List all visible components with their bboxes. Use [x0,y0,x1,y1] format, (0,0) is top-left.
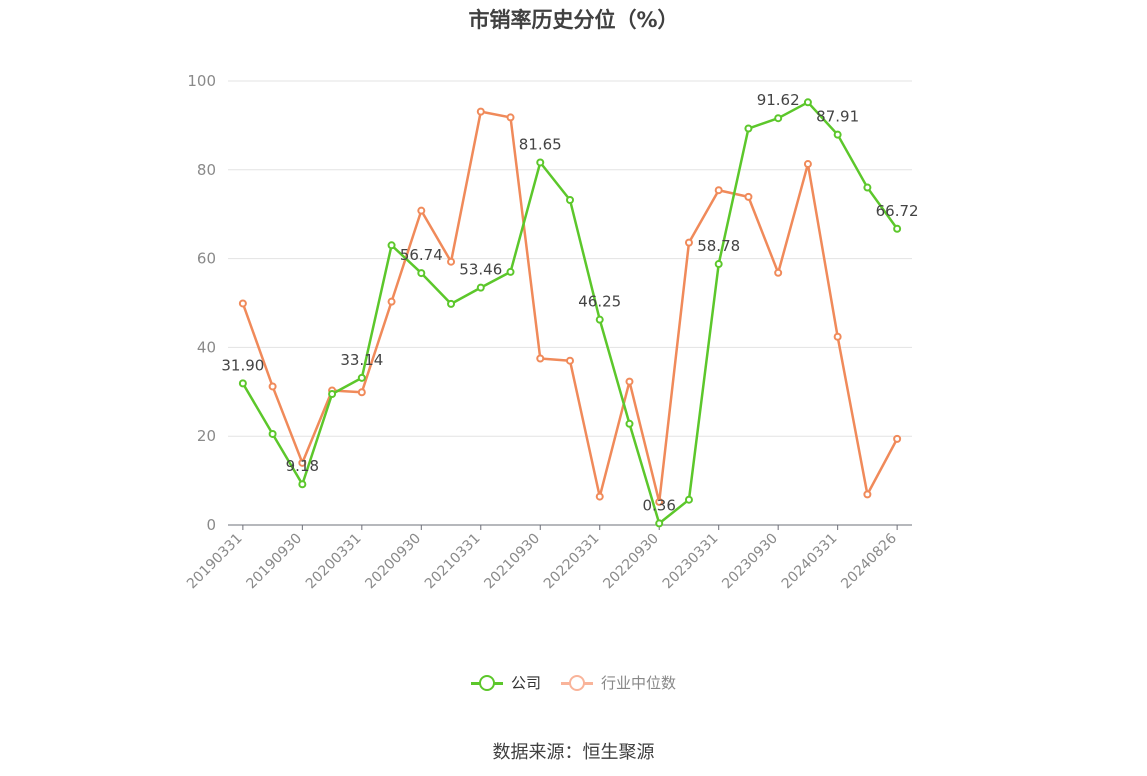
data-point-company [328,390,337,399]
data-label: 91.62 [757,91,800,109]
data-label: 0.36 [643,496,676,514]
data-label: 9.18 [286,457,319,475]
data-point-company [536,158,545,167]
data-point-company [357,373,366,382]
x-tick-label: 20230930 [719,531,781,593]
data-label: 33.14 [340,351,383,369]
data-point-company [655,519,664,528]
y-tick-label: 60 [197,250,216,268]
data-point-industry-median [893,434,902,443]
data-point-industry-median [714,186,723,195]
x-tick-label: 20230331 [660,531,722,593]
data-point-company [298,480,307,489]
legend-label-industry-median: 行业中位数 [601,674,677,692]
chart-legend: 公司 行业中位数 [0,672,1147,693]
data-point-industry-median [417,206,426,215]
data-point-industry-median [803,160,812,169]
data-label: 58.78 [697,237,740,255]
data-label: 53.46 [459,261,502,279]
x-tick-label: 20220331 [541,531,603,593]
y-tick-label: 20 [197,427,216,445]
data-point-industry-median [268,382,277,391]
data-point-industry-median [625,377,634,386]
data-point-company [625,419,634,428]
y-tick-label: 100 [187,72,216,90]
x-tick-label: 20220930 [600,531,662,593]
legend-marker-company [470,674,503,691]
data-point-industry-median [595,492,604,501]
data-label: 46.25 [578,293,621,311]
data-point-company [238,379,247,388]
x-tick-label: 20240331 [779,531,841,593]
legend-marker-industry-median [561,674,593,691]
data-point-industry-median [476,107,485,116]
data-label: 66.72 [876,202,919,220]
x-tick-label: 20190930 [243,531,305,593]
data-point-company [893,224,902,233]
x-tick-label: 20200331 [303,531,365,593]
data-source: 数据来源：恒生聚源 [492,742,655,763]
data-point-industry-median [566,356,574,365]
data-point-industry-median [298,458,307,467]
data-point-industry-median [387,297,396,306]
data-point-company [744,124,753,133]
legend-item-industry-median[interactable]: 行业中位数 [561,672,676,693]
data-point-industry-median [447,257,456,266]
data-point-company [506,267,515,276]
x-tick-label: 20200930 [362,531,424,593]
data-point-industry-median [774,268,783,277]
data-point-industry-median [655,497,664,506]
data-label: 31.90 [221,356,264,374]
x-tick-label: 20210930 [481,531,543,593]
x-tick-label: 20240826 [838,530,900,592]
data-point-industry-median [357,388,366,397]
data-point-company [595,315,604,324]
y-tick-label: 40 [197,338,216,356]
series-line-company [241,101,899,525]
data-point-company [833,130,842,139]
data-point-company [803,98,812,107]
data-point-company [566,195,574,204]
data-point-company [774,114,783,123]
x-tick-label: 20210331 [422,531,484,593]
y-tick-label: 80 [197,161,216,179]
data-point-company [714,260,723,269]
data-point-company [476,283,485,292]
data-point-industry-median [506,113,515,122]
legend-label-company: 公司 [510,674,541,692]
data-label: 87.91 [816,108,859,126]
data-point-industry-median [744,192,753,201]
legend-item-company[interactable]: 公司 [470,672,541,693]
x-tick-label: 20190331 [184,531,246,593]
data-point-industry-median [684,238,693,247]
data-point-company [387,241,396,250]
data-point-industry-median [238,299,247,308]
data-point-company [863,183,872,192]
data-point-industry-median [833,332,842,341]
chart-title: 市销率历史分位（%） [468,8,679,32]
data-point-company [417,269,426,278]
data-point-company [447,299,456,308]
y-tick-label: 0 [206,516,216,534]
data-label: 56.74 [400,246,443,264]
data-label: 81.65 [519,135,562,153]
data-point-company [684,495,693,504]
data-point-industry-median [536,354,545,363]
data-point-industry-median [863,490,872,499]
data-point-company [268,429,277,438]
